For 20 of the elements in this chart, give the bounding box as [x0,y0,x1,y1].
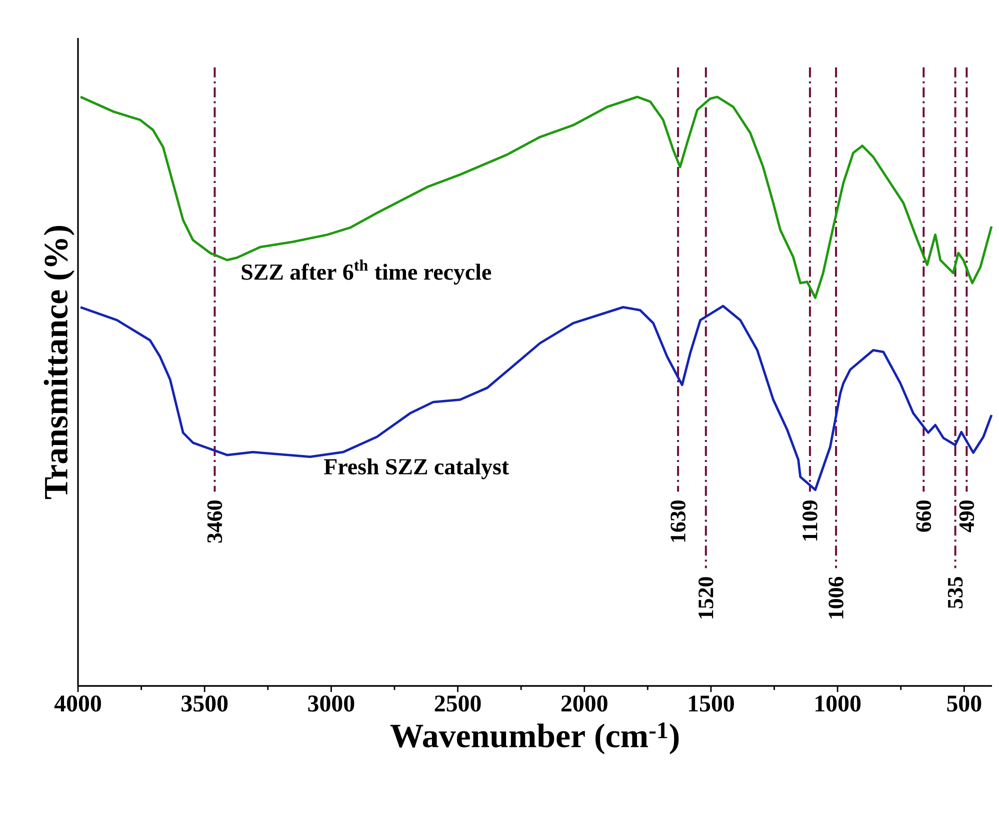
x-tick-label: 2000 [561,695,608,712]
ref-line-label: 3460 [207,500,222,543]
x-tick-label: 500 [947,695,982,712]
ref-line-label: 1006 [828,576,844,618]
ref-line-label: 535 [948,577,963,608]
x-tick-label: 3500 [182,695,228,712]
ref-line-label: 660 [916,500,932,532]
x-tick-label: 1500 [688,695,734,712]
series-label: SZZ after 6$^{th}$ time recycle [242,259,492,285]
x-tick-label: 3000 [308,695,354,712]
y-axis-title: Transmittance (%) [44,226,74,499]
series-label: Fresh SZZ catalyst [324,458,509,480]
x-tick-label: 2500 [434,695,481,712]
ref-line-label: 1520 [698,577,714,618]
ref-line-label: 490 [959,500,974,532]
x-tick-label: 1000 [816,695,861,712]
ref-line-label: 1109 [802,500,818,541]
x-axis-title: Wavenumber (cm$^{-1}$) [390,722,679,754]
ref-line-label: 1630 [670,500,686,542]
x-tick-label: 4000 [54,695,101,712]
